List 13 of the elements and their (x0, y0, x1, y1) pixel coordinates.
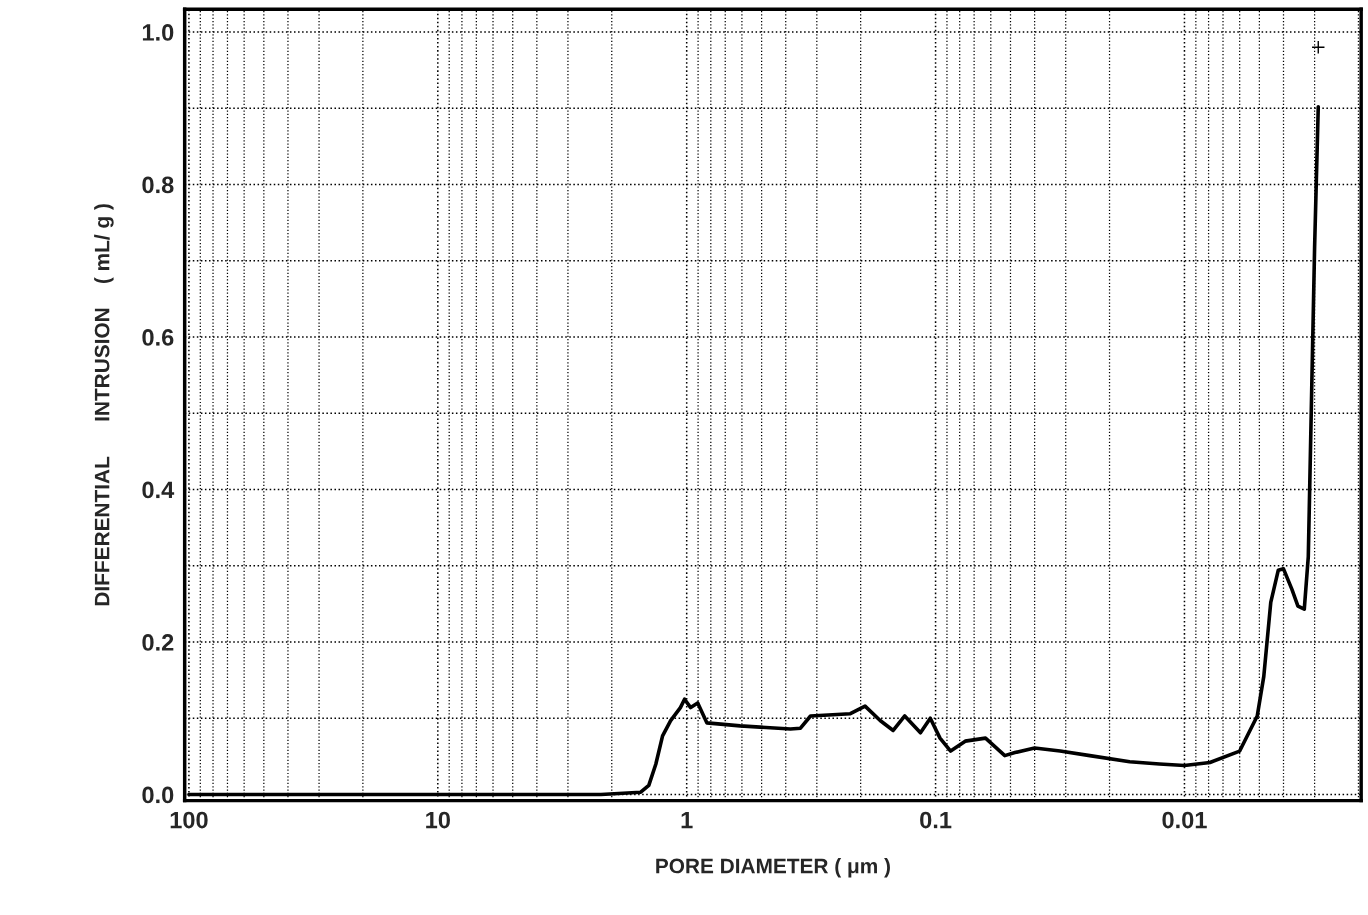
y-tick-label: 1.0 (142, 24, 174, 41)
x-tick-label: 10 (426, 811, 450, 829)
y-tick-label: 0.8 (142, 176, 174, 194)
y-tick-label: 0.4 (142, 481, 175, 499)
y-tick-label: 0.6 (142, 329, 174, 346)
x-tick-label: 0.01 (1162, 811, 1207, 829)
x-tick-label: 100 (170, 811, 208, 829)
x-tick-label: 0.1 (920, 811, 952, 829)
x-tick-label: 1 (681, 811, 693, 829)
x-axis-title: PORE DIAMETER ( μm ) (656, 858, 890, 878)
y-tick-label: 0.0 (142, 786, 174, 804)
y-axis-title: DIFFERENTIAL INTRUSION ( mL/ g ) (94, 204, 114, 606)
y-tick-label: 0.2 (142, 634, 174, 651)
